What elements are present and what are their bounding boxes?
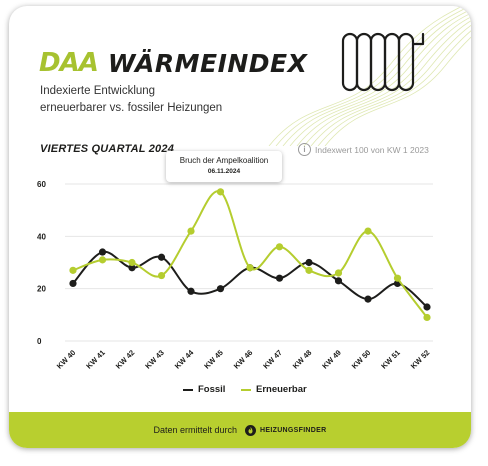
data-point-fossil xyxy=(69,279,77,288)
x-tick-label: KW 49 xyxy=(320,348,343,371)
heizungsfinder-logo[interactable]: HEIZUNGSFINDER xyxy=(245,424,327,436)
data-point-fossil xyxy=(364,295,372,303)
decorative-line xyxy=(275,6,471,146)
data-point-erneuerbar xyxy=(393,274,402,282)
legend-swatch-fossil xyxy=(183,388,193,391)
x-tick-label: KW 45 xyxy=(202,348,225,371)
series-line-fossil xyxy=(72,250,428,308)
tooltip-title: Bruch der Ampelkoalition xyxy=(179,156,269,165)
quarter-heading: VIERTES QUARTAL 2024 xyxy=(40,143,175,155)
footer-text: Daten ermittelt durch xyxy=(153,425,238,435)
decorative-line xyxy=(289,12,471,146)
decorative-line xyxy=(296,16,471,146)
y-tick-label: 40 xyxy=(37,232,46,241)
legend-label-erneuerbar: Erneuerbar xyxy=(256,384,307,395)
x-tick-label: KW 52 xyxy=(409,348,432,371)
legend-item-fossil[interactable]: Fossil xyxy=(183,384,225,395)
x-tick-label: KW 43 xyxy=(143,348,166,371)
data-point-erneuerbar xyxy=(305,266,313,274)
x-tick-label: KW 46 xyxy=(232,348,255,371)
decorative-line xyxy=(324,36,471,146)
data-point-erneuerbar xyxy=(98,256,107,264)
decorative-lines xyxy=(268,6,471,146)
data-point-erneuerbar xyxy=(423,313,431,322)
y-tick-label: 20 xyxy=(37,285,46,294)
decorative-line xyxy=(303,20,471,146)
decorative-line xyxy=(317,30,471,146)
subtitle-line-2: erneuerbarer vs. fossiler Heizungen xyxy=(40,102,223,114)
data-point-erneuerbar xyxy=(334,269,343,277)
index-note-text: Indexwert 100 von KW 1 2023 xyxy=(315,144,429,155)
y-tick-label: 60 xyxy=(37,180,46,189)
y-tick-label: 0 xyxy=(37,337,42,346)
data-point-fossil xyxy=(216,285,225,293)
page-title: WÄRMEINDEX xyxy=(107,48,308,78)
x-tick-label: KW 44 xyxy=(173,347,196,370)
data-point-fossil xyxy=(157,253,166,261)
legend-swatch-erneuerbar xyxy=(241,388,251,391)
x-tick-label: KW 51 xyxy=(379,348,402,371)
legend-label-fossil: Fossil xyxy=(198,384,226,395)
annotation-tooltip: Bruch der Ampelkoalition 06.11.2024 xyxy=(166,151,282,182)
subtitle-line-1: Indexierte Entwicklung xyxy=(40,85,156,97)
flame-icon xyxy=(245,424,257,436)
data-point-fossil xyxy=(334,277,343,285)
data-point-erneuerbar xyxy=(364,227,372,235)
x-tick-label: KW 50 xyxy=(350,348,373,371)
x-tick-label: KW 48 xyxy=(291,348,314,371)
data-point-erneuerbar xyxy=(69,266,77,274)
data-point-erneuerbar xyxy=(216,188,225,196)
data-point-erneuerbar xyxy=(157,271,166,280)
data-point-erneuerbar xyxy=(275,243,284,251)
decorative-line xyxy=(310,24,471,146)
info-icon[interactable]: i xyxy=(298,143,311,156)
wärmeindex-card: DAA WÄRMEINDEX Indexierte Entwicklung er… xyxy=(9,6,471,448)
x-tick-label: KW 42 xyxy=(114,348,137,371)
series-line-erneuerbar xyxy=(72,190,428,319)
data-point-fossil xyxy=(275,274,284,282)
data-point-fossil xyxy=(305,258,313,267)
data-point-fossil xyxy=(128,264,136,272)
daa-logo: DAA xyxy=(39,48,99,78)
radiator-icon xyxy=(341,32,425,92)
legend-item-erneuerbar[interactable]: Erneuerbar xyxy=(241,384,307,395)
footer: Daten ermittelt durch HEIZUNGSFINDER xyxy=(9,412,471,448)
x-tick-label: KW 41 xyxy=(84,348,107,371)
data-point-fossil xyxy=(98,248,107,256)
data-point-erneuerbar xyxy=(187,227,195,235)
line-chart: 0 20 40 60 KW 40 KW 41 KW 42 KW 43 KW 44 KW 45 KW … xyxy=(37,180,433,371)
data-point-erneuerbar xyxy=(246,264,254,272)
logo: DAA WÄRMEINDEX xyxy=(39,48,307,78)
x-tick-label: KW 47 xyxy=(261,348,284,371)
data-point-fossil xyxy=(187,287,195,295)
x-tick-label: KW 40 xyxy=(55,348,78,371)
footer-brand: HEIZUNGSFINDER xyxy=(260,426,327,434)
tooltip-date: 06.11.2024 xyxy=(207,168,241,175)
index-note: i Indexwert 100 von KW 1 2023 xyxy=(298,143,429,156)
data-point-fossil xyxy=(423,303,431,311)
data-point-erneuerbar xyxy=(128,258,136,267)
